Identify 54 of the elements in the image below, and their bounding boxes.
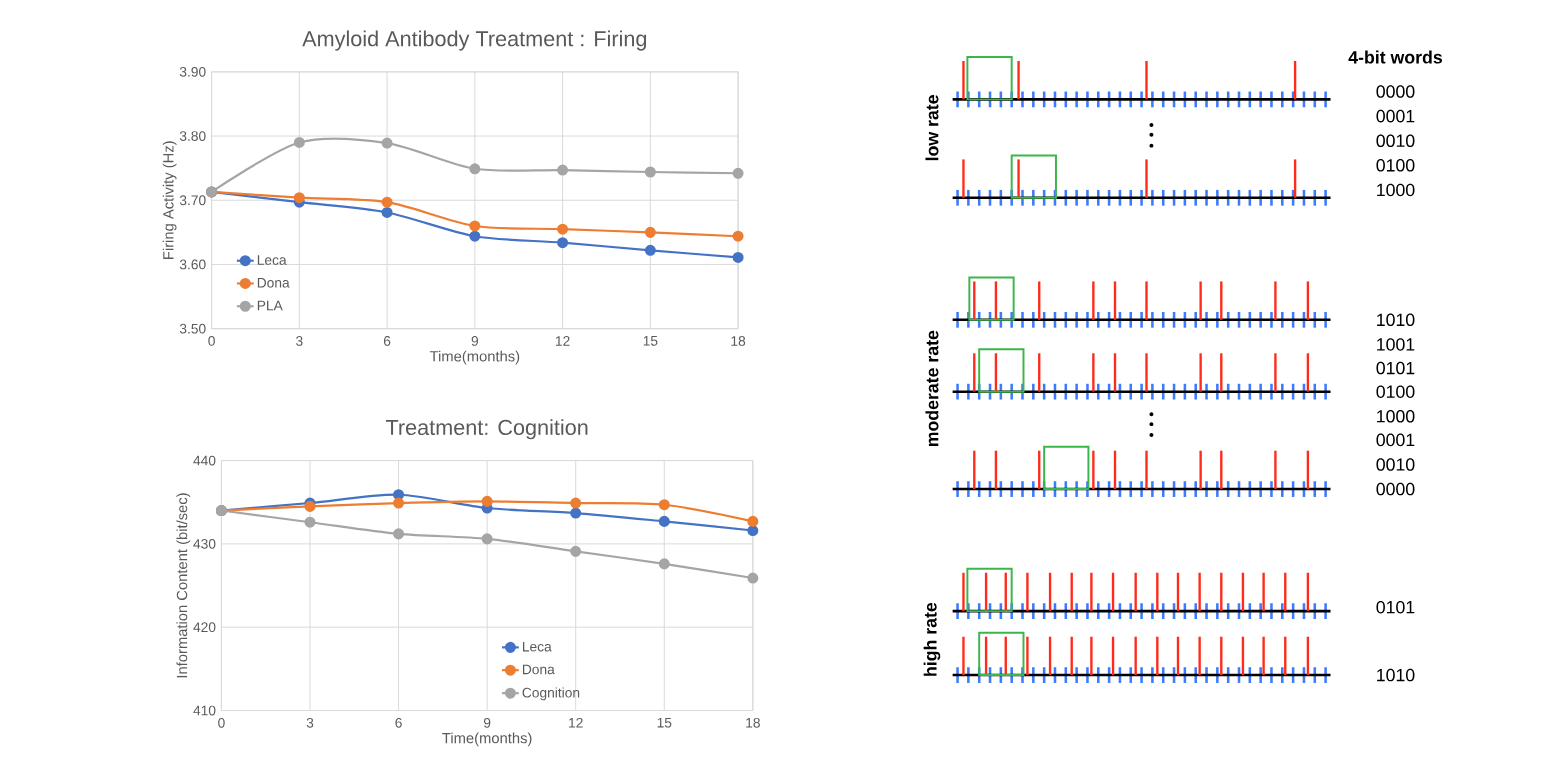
y-tick-label: 410 [193,705,216,716]
x-tick-label: 18 [731,336,746,347]
x-tick-label: 3 [296,336,303,347]
text: 0001 [1376,110,1415,123]
x-tick-label: 3 [306,718,314,728]
x-tick-label: 9 [483,718,491,728]
text: 0010 [1376,458,1415,471]
text: 1000 [1377,183,1415,197]
x-tick-label: 12 [555,336,570,346]
y-tick-label: 3.50 [179,324,206,334]
x-axis-title: Time(months) [429,350,520,365]
y-tick-label: 430 [193,539,216,549]
text: 0101 [1376,601,1415,614]
x-tick-label: 0 [218,718,225,728]
text: 4-bit words [1348,50,1442,64]
text: low rate [925,95,939,161]
text: high rate [923,603,941,677]
y-tick-label: 3.70 [179,195,206,206]
x-tick-label: 6 [395,718,402,728]
text: 0000 [1376,85,1415,98]
y-tick-label: 440 [193,455,216,466]
y-tick-label: 3.60 [179,259,206,270]
text: 0101 [1376,361,1415,375]
text: 1001 [1377,338,1415,351]
legend-label: Leca [257,255,287,266]
text: 0000 [1376,483,1415,496]
text: 0100 [1376,159,1415,172]
x-tick-label: 6 [383,336,391,347]
x-axis-title: Time(months) [442,732,532,747]
text: 1010 [1377,669,1415,682]
text: moderate rate [925,330,939,447]
y-tick-label: 3.80 [179,131,206,142]
legend-label: Dona [522,664,555,675]
legend-label: PLA [257,300,283,311]
text: 0100 [1376,385,1415,399]
x-tick-label: 15 [643,336,658,346]
text: 0001 [1376,433,1415,447]
x-tick-label: 9 [471,336,479,347]
legend-label: Cognition [522,687,580,701]
text: 0010 [1376,134,1415,148]
chart-title: Amyloid Antibody Treatment : Firing [302,30,647,51]
y-axis-title: Firing Activity (Hz) [162,141,177,260]
text: 1010 [1377,313,1415,327]
x-tick-label: 0 [208,336,215,347]
x-tick-label: 18 [746,718,760,728]
legend-label: Leca [522,642,552,652]
x-tick-label: 15 [657,718,672,728]
y-tick-label: 3.90 [179,67,206,77]
y-tick-label: 420 [193,622,216,633]
chart-title: Treatment: Cognition [385,419,588,440]
x-tick-label: 12 [569,718,583,728]
text: 1000 [1377,410,1415,423]
y-axis-title: Information Content (bit/sec) [176,493,191,678]
legend-label: Dona [257,278,290,288]
